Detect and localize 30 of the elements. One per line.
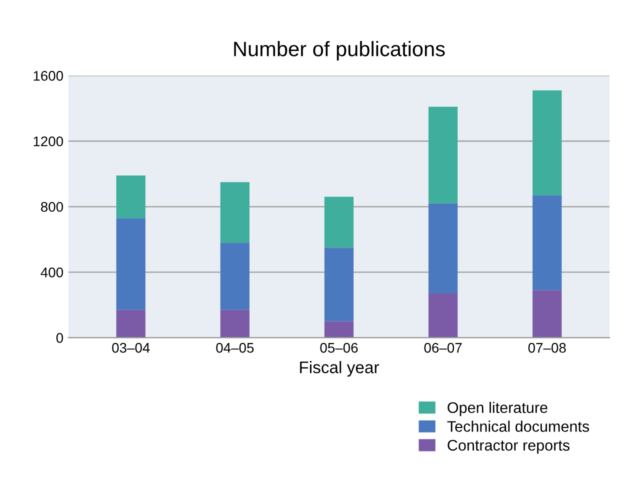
bar <box>428 203 458 294</box>
bar <box>428 106 458 204</box>
bar <box>324 196 354 248</box>
x-tick-label: 04–05 <box>216 342 254 353</box>
bar <box>116 310 146 338</box>
bar <box>428 293 458 338</box>
y-tick-label: 1600 <box>34 70 64 81</box>
y-tick-label: 1200 <box>34 136 64 146</box>
y-tick-label: 0 <box>56 333 64 343</box>
legend-label: Contractor reports <box>448 440 570 454</box>
bar <box>324 248 354 322</box>
bar <box>324 321 354 338</box>
bar <box>220 182 250 243</box>
x-tick-label: 05–06 <box>320 342 358 353</box>
bar <box>220 310 250 338</box>
bar <box>532 290 562 338</box>
chart-title: Number of publications <box>234 41 445 60</box>
y-tick-label: 800 <box>40 202 64 212</box>
x-tick-label: 07–08 <box>528 342 566 353</box>
x-tick-label: 03–04 <box>112 342 150 353</box>
x-tick-label: 06–07 <box>424 342 462 353</box>
bar <box>116 218 146 310</box>
bar <box>532 90 562 196</box>
y-tick-label: 400 <box>40 267 64 278</box>
legend-label: Open literature <box>448 402 548 416</box>
legend-label: Technical documents <box>447 420 590 432</box>
bar <box>220 242 250 310</box>
x-axis-title: Fiscal year <box>300 361 380 377</box>
bar <box>116 176 146 218</box>
bar <box>532 195 562 290</box>
